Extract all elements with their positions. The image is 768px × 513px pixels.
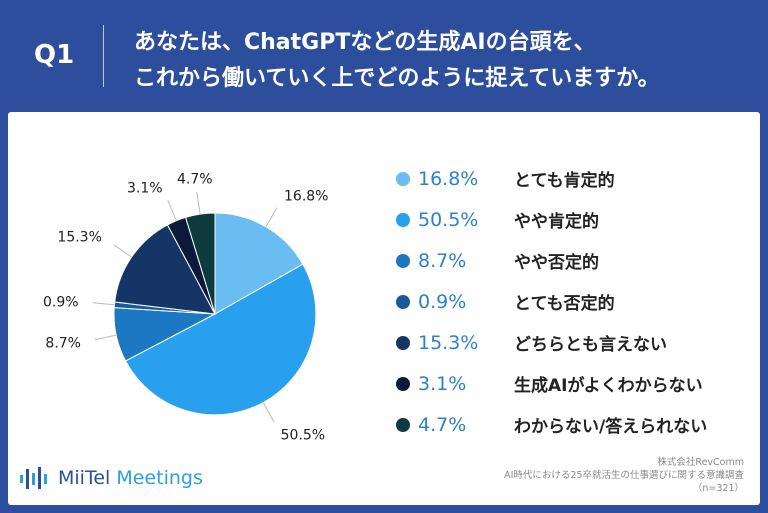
- legend-item: 8.7% やや否定的: [396, 240, 707, 281]
- slice-value-label: 16.8%: [284, 189, 328, 205]
- legend-label: 生成AIがよくわからない: [514, 376, 703, 396]
- source-company: 株式会社RevComm: [657, 457, 744, 468]
- pie-slice: [184, 212, 216, 315]
- slice-leader-line: [113, 244, 132, 258]
- legend-item: 3.1% 生成AIがよくわからない: [396, 363, 707, 404]
- legend-value: 4.7%: [418, 413, 467, 436]
- legend-item: 50.5% やや肯定的: [396, 199, 707, 240]
- chart-panel: 16.8% 50.5% 8.7% 0.9% 15.3% 3.1% 4.7% 16.8% とても…: [8, 112, 760, 505]
- source-survey: AI時代における25卒就活生の仕事選びに関する意識調査: [504, 470, 744, 481]
- question-title: あなたは、ChatGPTなどの生成AIの台頭を、 これから働いていく上でどのよう…: [134, 25, 660, 97]
- legend-value: 3.1%: [418, 372, 467, 395]
- chart-legend: 16.8% とても肯定的 50.5% やや肯定的 8.7% やや否定的 0.9% とても否定的…: [396, 158, 707, 445]
- legend-swatch: [396, 212, 410, 227]
- pie-slice: [214, 212, 304, 315]
- logo-text-miitel: MiiTel: [58, 467, 111, 489]
- legend-swatch: [396, 253, 410, 268]
- question-number: Q1: [34, 40, 75, 70]
- legend-label: やや肯定的: [514, 212, 599, 232]
- sound-bars-icon: [20, 467, 47, 489]
- slice-value-label: 8.7%: [45, 336, 81, 352]
- legend-label: わからない/答えられない: [514, 417, 708, 437]
- legend-value: 16.8%: [418, 167, 479, 190]
- legend-value: 15.3%: [418, 331, 479, 354]
- legend-value: 8.7%: [418, 249, 467, 272]
- slice-value-label: 4.7%: [177, 172, 213, 188]
- question-title-line2: これから働いていく上でどのように捉えていますか。: [134, 66, 660, 91]
- pie-chart: 16.8% 50.5% 8.7% 0.9% 15.3% 3.1% 4.7%: [43, 172, 328, 444]
- source-note: 株式会社RevComm AI時代における25卒就活生の仕事選びに関する意識調査 …: [504, 456, 744, 495]
- slice-value-label: 15.3%: [57, 230, 101, 246]
- legend-swatch: [396, 417, 410, 432]
- slice-value-label: 3.1%: [127, 180, 163, 196]
- miitel-logo: MiiTel Meetings: [18, 465, 203, 491]
- legend-swatch: [396, 171, 410, 186]
- source-sample-size: （n=321）: [692, 483, 744, 494]
- legend-value: 0.9%: [418, 290, 467, 313]
- legend-swatch: [396, 335, 410, 350]
- slice-leader-line: [92, 302, 115, 306]
- logo-text-meetings: Meetings: [116, 467, 203, 489]
- slice-leader-line: [167, 200, 177, 221]
- slice-leader-line: [265, 207, 278, 227]
- legend-item: 0.9% とても否定的: [396, 281, 707, 322]
- question-title-line1: あなたは、ChatGPTなどの生成AIの台頭を、: [134, 30, 596, 55]
- legend-item: 16.8% とても肯定的: [396, 158, 707, 199]
- legend-swatch: [396, 376, 410, 391]
- legend-swatch: [396, 294, 410, 309]
- slice-leader-line: [262, 402, 275, 423]
- legend-item: 4.7% わからない/答えられない: [396, 404, 707, 445]
- header: Q1 あなたは、ChatGPTなどの生成AIの台頭を、 これから働いていく上でど…: [0, 0, 768, 110]
- pie-slice: [124, 263, 317, 416]
- legend-value: 50.5%: [418, 208, 479, 231]
- legend-item: 15.3% どちらとも言えない: [396, 322, 707, 363]
- slice-value-label: 50.5%: [281, 427, 325, 443]
- legend-label: とても否定的: [514, 294, 615, 314]
- header-divider: [103, 25, 104, 87]
- slice-leader-line: [196, 192, 201, 215]
- slice-leader-line: [94, 334, 117, 341]
- legend-label: やや否定的: [514, 253, 599, 273]
- pie-slice: [114, 224, 216, 315]
- legend-label: どちらとも言えない: [514, 335, 667, 355]
- legend-label: とても肯定的: [514, 171, 615, 191]
- slice-value-label: 0.9%: [43, 295, 79, 311]
- logo-text: MiiTel Meetings: [58, 467, 203, 489]
